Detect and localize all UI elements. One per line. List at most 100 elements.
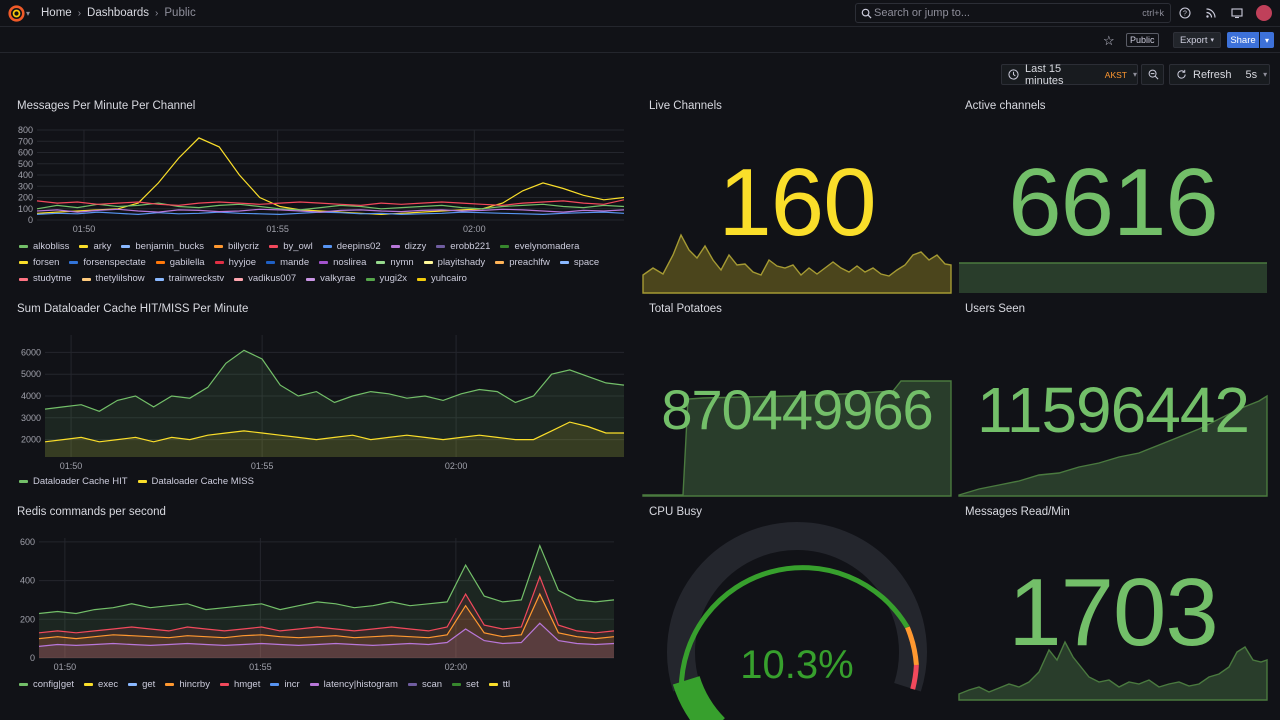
- chevron-down-icon[interactable]: ▾: [26, 9, 31, 18]
- legend-item[interactable]: set: [452, 677, 479, 693]
- panel-title[interactable]: CPU Busy: [649, 506, 703, 518]
- y-tick-label: 600: [18, 148, 33, 158]
- legend-item[interactable]: preachlfw: [495, 255, 550, 271]
- legend-item[interactable]: alkobliss: [19, 239, 69, 255]
- series-line: [36, 199, 625, 207]
- help-icon[interactable]: ?: [1179, 7, 1191, 19]
- panel-title[interactable]: Users Seen: [965, 303, 1026, 315]
- legend-item[interactable]: deepins02: [322, 239, 381, 255]
- legend-item[interactable]: hyyjoe: [214, 255, 256, 271]
- legend-item[interactable]: studytme: [19, 271, 72, 287]
- legend-item[interactable]: mande: [266, 255, 309, 271]
- legend-item[interactable]: yuhcairo: [417, 271, 467, 287]
- public-badge: Public: [1126, 33, 1159, 47]
- legend-item[interactable]: benjamin_bucks: [121, 239, 204, 255]
- breadcrumb-home[interactable]: Home: [41, 7, 72, 19]
- panel-title[interactable]: Messages Per Minute Per Channel: [17, 100, 196, 112]
- legend-label: nymn: [390, 257, 414, 268]
- series-area: [45, 350, 624, 457]
- legend-item[interactable]: vadikus007: [234, 271, 296, 287]
- share-dropdown-button[interactable]: ▾: [1260, 32, 1274, 48]
- search-input[interactable]: Search or jump to... ctrl+k: [855, 3, 1171, 23]
- legend-label: billycriz: [228, 240, 260, 252]
- legend-swatch: [270, 683, 280, 686]
- legend-label: erobb221: [450, 240, 491, 252]
- legend-item[interactable]: erobb221: [436, 239, 490, 255]
- legend-item[interactable]: valkyrae: [306, 271, 356, 287]
- refresh-button[interactable]: Refresh 5s ▾: [1169, 64, 1270, 85]
- legend-swatch: [319, 261, 329, 265]
- legend-item[interactable]: get: [128, 677, 155, 693]
- legend-item[interactable]: evelynomadera: [500, 239, 579, 255]
- legend-item[interactable]: Dataloader Cache MISS: [137, 474, 254, 490]
- legend-item[interactable]: config|get: [19, 677, 74, 693]
- legend-item[interactable]: dizzy: [390, 239, 426, 255]
- zoom-out-button[interactable]: [1141, 64, 1164, 85]
- panel-title[interactable]: Messages Read/Min: [965, 506, 1070, 518]
- legend-item[interactable]: Dataloader Cache HIT: [19, 474, 128, 490]
- legend-item[interactable]: nymn: [376, 255, 414, 271]
- export-label: Export: [1180, 34, 1208, 46]
- panel-title[interactable]: Total Potatoes: [649, 303, 722, 315]
- legend-swatch: [19, 277, 28, 281]
- legend-swatch: [500, 245, 510, 248]
- legend-item[interactable]: forsenspectate: [69, 255, 146, 271]
- legend-label: space: [573, 257, 600, 268]
- x-tick-label: 02:00: [463, 224, 486, 234]
- panel-redis-commands: Redis commands per second 0 200 400 600 01:5…: [17, 506, 629, 696]
- export-button[interactable]: Export ▾: [1173, 32, 1221, 48]
- legend-swatch: [214, 245, 224, 248]
- legend-item[interactable]: noslirea: [319, 255, 366, 271]
- legend-item[interactable]: hmget: [219, 677, 260, 693]
- legend-item[interactable]: incr: [270, 677, 300, 693]
- rss-icon[interactable]: [1205, 7, 1217, 19]
- legend-item[interactable]: hincrby: [165, 677, 210, 693]
- series-line: [36, 211, 625, 216]
- legend-swatch: [155, 261, 165, 265]
- panel-title[interactable]: Sum Dataloader Cache HIT/MISS Per Minute: [17, 303, 249, 315]
- legend-swatch: [266, 261, 276, 265]
- legend-label: by_owl: [283, 240, 313, 252]
- legend-label: alkobliss: [33, 240, 70, 252]
- legend-swatch: [234, 277, 244, 281]
- legend-item[interactable]: yugi2x: [365, 271, 407, 287]
- panel-users-seen: Users Seen 11596442: [958, 303, 1268, 497]
- legend-swatch: [154, 277, 164, 281]
- gauge-value-arc: [672, 675, 726, 720]
- legend-item[interactable]: playitshady: [423, 255, 485, 271]
- time-range-picker[interactable]: Last 15 minutes AKST ▾: [1001, 63, 1138, 87]
- live-channels-sparkline: [642, 233, 952, 294]
- messages-read-value: 1703: [1008, 559, 1219, 666]
- user-avatar[interactable]: [1256, 5, 1272, 21]
- series-line: [44, 421, 624, 443]
- legend-swatch: [19, 245, 28, 248]
- x-tick-label: 01:55: [249, 662, 272, 672]
- top-navbar: ▾ Home › Dashboards › Public Search or j…: [0, 0, 1280, 27]
- active-channels-value: 6616: [1008, 149, 1219, 256]
- legend-item[interactable]: arky: [79, 239, 111, 255]
- share-button[interactable]: Share: [1227, 32, 1259, 48]
- x-tick-label: 01:50: [73, 224, 96, 234]
- legend-item[interactable]: space: [559, 255, 600, 271]
- legend-item[interactable]: billycriz: [214, 239, 259, 255]
- panel-title[interactable]: Active channels: [965, 100, 1046, 112]
- legend-item[interactable]: ttl: [488, 677, 510, 693]
- legend-label: hincrby: [179, 678, 210, 690]
- legend-item[interactable]: exec: [84, 677, 118, 693]
- legend-item[interactable]: latency|histogram: [309, 677, 398, 693]
- gauge-threshold-red: [910, 664, 919, 690]
- legend-label: forsen: [33, 257, 60, 268]
- legend-item[interactable]: scan: [407, 677, 442, 693]
- legend-item[interactable]: by_owl: [269, 239, 313, 255]
- legend-item[interactable]: thetylilshow: [81, 271, 145, 287]
- monitor-icon[interactable]: [1231, 7, 1243, 19]
- legend-item[interactable]: trainwreckstv: [154, 271, 224, 287]
- star-icon[interactable]: ☆: [1103, 33, 1115, 48]
- grafana-logo-icon[interactable]: [8, 5, 25, 22]
- panel-title[interactable]: Live Channels: [649, 100, 722, 112]
- panel-title[interactable]: Redis commands per second: [17, 506, 166, 518]
- legend-item[interactable]: forsen: [19, 255, 59, 271]
- breadcrumb-dashboards[interactable]: Dashboards: [87, 7, 150, 19]
- legend-item[interactable]: gabilella: [155, 255, 205, 271]
- users-seen-value: 11596442: [977, 374, 1250, 446]
